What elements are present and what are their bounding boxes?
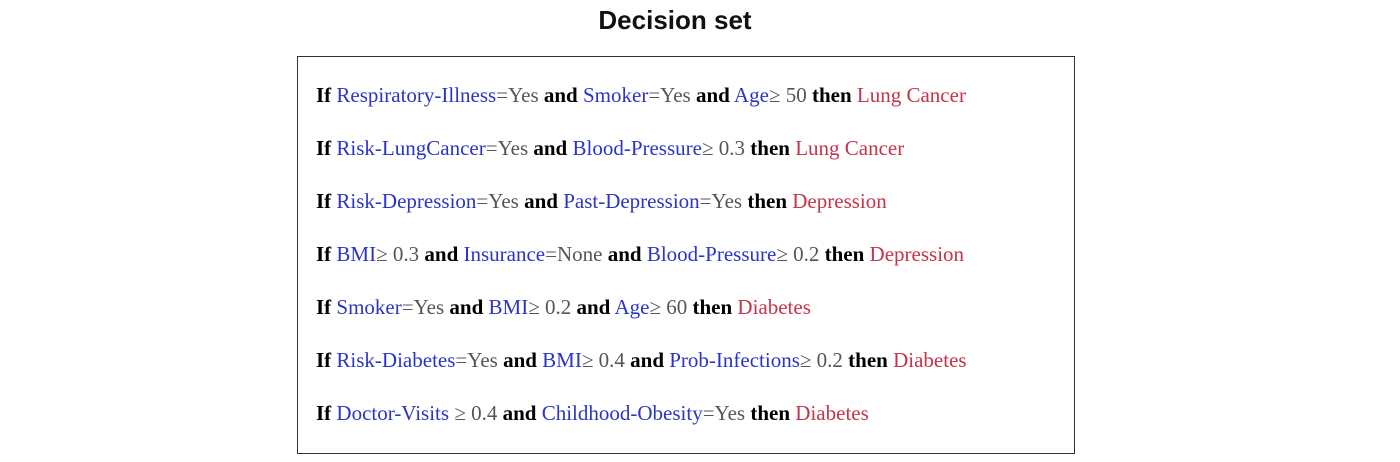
condition-feature: Past-Depression: [563, 189, 700, 213]
rule-outcome: Lung Cancer: [795, 136, 905, 160]
condition-feature: Age: [733, 83, 769, 107]
condition-operator: ≥: [454, 401, 466, 425]
condition-operator: ≥: [768, 83, 781, 107]
condition-feature: Respiratory-Illness: [336, 83, 497, 107]
condition-feature: Blood-Pressure: [646, 242, 777, 266]
keyword-and: and: [543, 83, 578, 107]
condition-operator: =: [455, 348, 468, 372]
condition-operator: ≥: [528, 295, 540, 319]
keyword-then: then: [747, 189, 788, 213]
keyword-and: and: [630, 348, 664, 372]
keyword-if: If: [316, 242, 332, 266]
rule-outcome: Lung Cancer: [856, 83, 966, 107]
condition-value: 0.3: [718, 136, 746, 160]
rule-outcome: Diabetes: [795, 401, 869, 425]
condition-value: Yes: [714, 401, 746, 425]
condition-value: 60: [666, 295, 688, 319]
keyword-and: and: [424, 242, 459, 266]
keyword-and: and: [607, 242, 642, 266]
condition-value: 0.2: [544, 295, 572, 319]
keyword-if: If: [316, 189, 332, 213]
keyword-if: If: [316, 295, 332, 319]
condition-feature: BMI: [542, 348, 582, 372]
condition-value: Yes: [660, 83, 691, 107]
condition-operator: =: [476, 189, 489, 213]
condition-feature: Childhood-Obesity: [541, 401, 703, 425]
condition-operator: =: [401, 295, 414, 319]
condition-operator: ≥: [649, 295, 661, 319]
condition-value: 50: [785, 83, 807, 107]
keyword-and: and: [533, 136, 568, 160]
condition-value: Yes: [467, 348, 498, 372]
figure-title: Decision set: [598, 5, 752, 35]
condition-operator: ≥: [701, 136, 714, 160]
keyword-if: If: [316, 348, 332, 372]
condition-value: None: [556, 242, 603, 266]
condition-feature: BMI: [336, 242, 377, 266]
rule-outcome: Diabetes: [893, 348, 967, 372]
keyword-then: then: [824, 242, 865, 266]
keyword-if: If: [316, 136, 332, 160]
condition-value: Yes: [413, 295, 445, 319]
keyword-and: and: [576, 295, 611, 319]
condition-value: 0.3: [392, 242, 420, 266]
condition-operator: =: [545, 242, 557, 266]
condition-feature: Smoker: [582, 83, 649, 107]
condition-feature: Smoker: [336, 295, 402, 319]
condition-operator: =: [496, 83, 509, 107]
condition-operator: ≥: [799, 348, 812, 372]
condition-feature: Age: [614, 295, 650, 319]
rule-1: If Respiratory-Illness=Yes and Smoker=Ye…: [316, 80, 967, 133]
condition-value: Yes: [488, 189, 519, 213]
condition-value: 0.2: [816, 348, 843, 372]
condition-feature: Insurance: [463, 242, 546, 266]
condition-feature: Blood-Pressure: [572, 136, 702, 160]
condition-feature: BMI: [488, 295, 529, 319]
keyword-then: then: [750, 401, 791, 425]
keyword-if: If: [316, 83, 332, 107]
condition-operator: ≥: [376, 242, 388, 266]
condition-feature: Prob-Infections: [669, 348, 800, 372]
condition-value: Yes: [711, 189, 743, 213]
rule-3: If Risk-Depression=Yes and Past-Depressi…: [316, 186, 967, 239]
rule-5: If Smoker=Yes and BMI≥ 0.2 and Age≥ 60 t…: [316, 292, 967, 345]
keyword-then: then: [750, 136, 790, 160]
rule-7: If Doctor-Visits ≥ 0.4 and Childhood-Obe…: [316, 398, 967, 451]
condition-feature: Risk-Depression: [336, 189, 477, 213]
condition-feature: Risk-Diabetes: [336, 348, 456, 372]
condition-operator: ≥: [776, 242, 788, 266]
condition-value: 0.2: [793, 242, 820, 266]
rule-box: If Respiratory-Illness=Yes and Smoker=Ye…: [297, 56, 1075, 454]
keyword-then: then: [811, 83, 852, 107]
keyword-and: and: [524, 189, 558, 213]
condition-feature: Doctor-Visits: [336, 401, 450, 425]
condition-feature: Risk-LungCancer: [336, 136, 486, 160]
condition-operator: =: [699, 189, 712, 213]
keyword-and: and: [503, 348, 537, 372]
condition-operator: =: [485, 136, 498, 160]
rule-4: If BMI≥ 0.3 and Insurance=None and Blood…: [316, 239, 967, 292]
rule-2: If Risk-LungCancer=Yes and Blood-Pressur…: [316, 133, 967, 186]
rule-outcome: Depression: [869, 242, 965, 266]
condition-value: Yes: [508, 83, 539, 107]
rule-outcome: Diabetes: [737, 295, 811, 319]
condition-operator: =: [702, 401, 715, 425]
condition-operator: =: [648, 83, 661, 107]
keyword-and: and: [695, 83, 730, 107]
keyword-and: and: [502, 401, 537, 425]
condition-value: 0.4: [471, 401, 498, 425]
rule-6: If Risk-Diabetes=Yes and BMI≥ 0.4 and Pr…: [316, 345, 967, 398]
keyword-if: If: [316, 401, 332, 425]
condition-operator: ≥: [581, 348, 594, 372]
keyword-then: then: [848, 348, 888, 372]
condition-value: 0.4: [598, 348, 625, 372]
condition-value: Yes: [497, 136, 529, 160]
keyword-and: and: [449, 295, 484, 319]
rule-list: If Respiratory-Illness=Yes and Smoker=Ye…: [316, 80, 967, 451]
rule-outcome: Depression: [792, 189, 887, 213]
keyword-then: then: [692, 295, 733, 319]
